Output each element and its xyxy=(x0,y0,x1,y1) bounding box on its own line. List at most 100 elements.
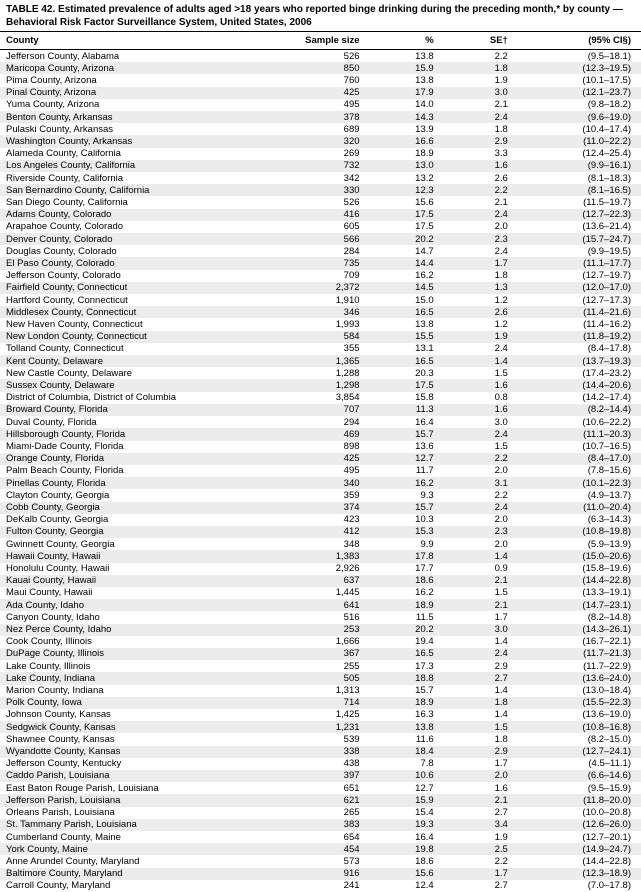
cell-ci: (10.8–19.8) xyxy=(514,526,641,538)
cell-county: DeKalb County, Georgia xyxy=(0,514,275,526)
cell-sample: 355 xyxy=(275,343,365,355)
cell-county: York County, Maine xyxy=(0,843,275,855)
cell-se: 1.6 xyxy=(440,404,514,416)
cell-se: 3.4 xyxy=(440,819,514,831)
table-row: York County, Maine45419.82.5(14.9–24.7) xyxy=(0,843,641,855)
cell-ci: (12.7–22.3) xyxy=(514,209,641,221)
cell-sample: 539 xyxy=(275,733,365,745)
cell-pct: 9.9 xyxy=(366,538,440,550)
cell-sample: 1,365 xyxy=(275,355,365,367)
cell-ci: (11.8–20.0) xyxy=(514,794,641,806)
cell-pct: 14.4 xyxy=(366,257,440,269)
table-row: New Haven County, Connecticut1,99313.81.… xyxy=(0,318,641,330)
table-row: Jefferson County, Alabama52613.82.2(9.5–… xyxy=(0,50,641,63)
cell-county: Hillsborough County, Florida xyxy=(0,428,275,440)
cell-se: 1.7 xyxy=(440,611,514,623)
cell-sample: 378 xyxy=(275,111,365,123)
cell-ci: (11.7–21.3) xyxy=(514,648,641,660)
data-table: County Sample size % SE† (95% CI§) Jeffe… xyxy=(0,31,641,892)
cell-sample: 330 xyxy=(275,184,365,196)
cell-ci: (7.8–15.6) xyxy=(514,465,641,477)
cell-sample: 397 xyxy=(275,770,365,782)
table-row: Palm Beach County, Florida49511.72.0(7.8… xyxy=(0,465,641,477)
cell-ci: (9.5–18.1) xyxy=(514,50,641,63)
cell-ci: (11.4–16.2) xyxy=(514,318,641,330)
cell-ci: (13.7–19.3) xyxy=(514,355,641,367)
table-row: Cumberland County, Maine65416.41.9(12.7–… xyxy=(0,831,641,843)
cell-county: Pulaski County, Arkansas xyxy=(0,123,275,135)
cell-county: Sedgwick County, Kansas xyxy=(0,721,275,733)
cell-se: 3.0 xyxy=(440,87,514,99)
table-row: Fairfield County, Connecticut2,37214.51.… xyxy=(0,282,641,294)
cell-se: 3.0 xyxy=(440,416,514,428)
cell-pct: 18.4 xyxy=(366,746,440,758)
table-row: Lake County, Illinois25517.32.9(11.7–22.… xyxy=(0,660,641,672)
cell-pct: 11.3 xyxy=(366,404,440,416)
cell-pct: 13.2 xyxy=(366,172,440,184)
cell-county: El Paso County, Colorado xyxy=(0,257,275,269)
cell-pct: 16.5 xyxy=(366,355,440,367)
cell-ci: (11.5–19.7) xyxy=(514,196,641,208)
cell-sample: 2,926 xyxy=(275,563,365,575)
cell-ci: (7.0–17.8) xyxy=(514,880,641,892)
cell-ci: (11.1–20.3) xyxy=(514,428,641,440)
table-row: Benton County, Arkansas37814.32.4(9.6–19… xyxy=(0,111,641,123)
cell-se: 1.8 xyxy=(440,62,514,74)
table-row: San Bernardino County, California33012.3… xyxy=(0,184,641,196)
cell-county: New Castle County, Delaware xyxy=(0,367,275,379)
cell-pct: 18.6 xyxy=(366,855,440,867)
cell-sample: 338 xyxy=(275,746,365,758)
table-row: Maricopa County, Arizona85015.91.8(12.3–… xyxy=(0,62,641,74)
cell-pct: 18.9 xyxy=(366,599,440,611)
table-row: Arapahoe County, Colorado60517.52.0(13.6… xyxy=(0,221,641,233)
cell-se: 1.8 xyxy=(440,270,514,282)
cell-se: 1.8 xyxy=(440,733,514,745)
cell-se: 2.1 xyxy=(440,794,514,806)
cell-county: Adams County, Colorado xyxy=(0,209,275,221)
cell-sample: 1,425 xyxy=(275,709,365,721)
cell-ci: (12.3–18.9) xyxy=(514,868,641,880)
cell-county: Shawnee County, Kansas xyxy=(0,733,275,745)
cell-sample: 495 xyxy=(275,99,365,111)
cell-ci: (12.1–23.7) xyxy=(514,87,641,99)
cell-sample: 916 xyxy=(275,868,365,880)
table-row: New Castle County, Delaware1,28820.31.5(… xyxy=(0,367,641,379)
cell-county: East Baton Rouge Parish, Louisiana xyxy=(0,782,275,794)
cell-sample: 566 xyxy=(275,233,365,245)
cell-county: Fairfield County, Connecticut xyxy=(0,282,275,294)
cell-ci: (12.6–26.0) xyxy=(514,819,641,831)
cell-sample: 637 xyxy=(275,575,365,587)
cell-ci: (10.1–22.3) xyxy=(514,477,641,489)
table-row: Tolland County, Connecticut35513.12.4(8.… xyxy=(0,343,641,355)
cell-se: 1.5 xyxy=(440,441,514,453)
cell-ci: (9.9–19.5) xyxy=(514,245,641,257)
cell-sample: 342 xyxy=(275,172,365,184)
table-row: Adams County, Colorado41617.52.4(12.7–22… xyxy=(0,209,641,221)
cell-county: Johnson County, Kansas xyxy=(0,709,275,721)
table-row: Carroll County, Maryland24112.42.7(7.0–1… xyxy=(0,880,641,892)
cell-ci: (8.2–14.4) xyxy=(514,404,641,416)
cell-sample: 423 xyxy=(275,514,365,526)
cell-se: 2.0 xyxy=(440,514,514,526)
cell-county: Polk County, Iowa xyxy=(0,697,275,709)
table-row: Duval County, Florida29416.43.0(10.6–22.… xyxy=(0,416,641,428)
cell-se: 2.3 xyxy=(440,526,514,538)
cell-county: Maricopa County, Arizona xyxy=(0,62,275,74)
cell-sample: 573 xyxy=(275,855,365,867)
cell-pct: 13.8 xyxy=(366,50,440,63)
cell-sample: 641 xyxy=(275,599,365,611)
cell-sample: 265 xyxy=(275,807,365,819)
cell-se: 3.3 xyxy=(440,148,514,160)
table-row: Riverside County, California34213.22.6(8… xyxy=(0,172,641,184)
cell-ci: (14.4–22.8) xyxy=(514,855,641,867)
table-row: El Paso County, Colorado73514.41.7(11.1–… xyxy=(0,257,641,269)
cell-county: Canyon County, Idaho xyxy=(0,611,275,623)
cell-sample: 425 xyxy=(275,87,365,99)
cell-se: 2.9 xyxy=(440,135,514,147)
table-row: District of Columbia, District of Columb… xyxy=(0,392,641,404)
cell-sample: 269 xyxy=(275,148,365,160)
cell-ci: (10.1–17.5) xyxy=(514,74,641,86)
cell-pct: 20.2 xyxy=(366,233,440,245)
cell-se: 2.1 xyxy=(440,196,514,208)
cell-county: Orleans Parish, Louisiana xyxy=(0,807,275,819)
